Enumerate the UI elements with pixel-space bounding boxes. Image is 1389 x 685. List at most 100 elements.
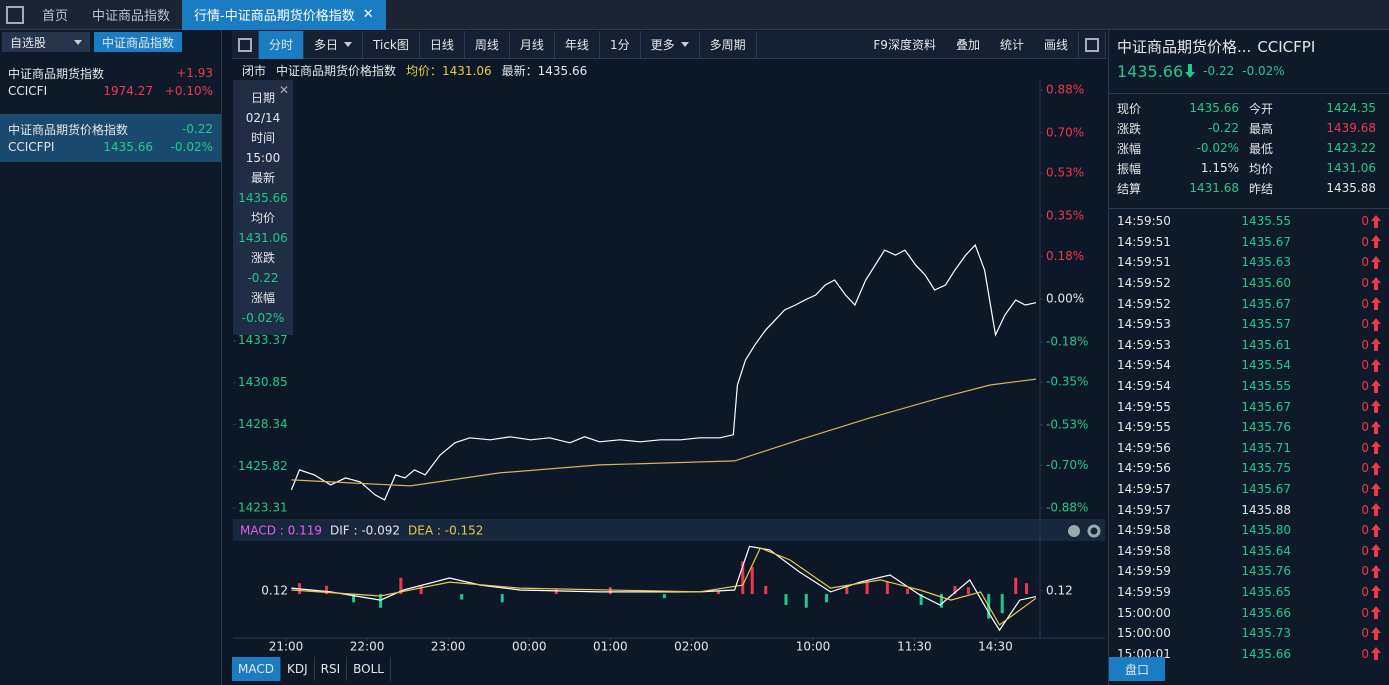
macd-bar <box>1000 594 1004 614</box>
up-arrow <box>1371 606 1381 620</box>
toolbar-button[interactable]: 统计 <box>999 38 1024 52</box>
tick-row: 14:59:59 1435.65 0 <box>1117 582 1381 603</box>
quote-label: 现价 <box>1117 101 1142 116</box>
tick-volume: 0 <box>1361 646 1369 661</box>
indicator-tab[interactable]: MACD <box>232 657 281 681</box>
series-line <box>291 547 1037 626</box>
up-arrow <box>1371 379 1381 393</box>
indicator-tab[interactable]: RSI <box>315 657 348 681</box>
info-item: 中证商品期货价格指数 <box>276 63 397 78</box>
toolbar-button[interactable]: 画线 <box>1043 38 1068 52</box>
close-icon[interactable] <box>1068 525 1080 537</box>
y2-tick-label: 0.00% <box>1046 292 1084 306</box>
quote-label: 均价 <box>1249 161 1274 176</box>
quote-label: 结算 <box>1117 181 1142 196</box>
y-tick-label: 1430.85 <box>238 375 288 389</box>
toggle-icon[interactable] <box>232 30 259 59</box>
toolbar-button[interactable]: 多日 <box>304 30 364 59</box>
quote-value: 1435.88 <box>1326 181 1376 195</box>
tab[interactable]: 中证商品指数 <box>92 9 171 24</box>
indicator-label: DEA : -0.152 <box>408 524 483 538</box>
popup-value: 1435.66 <box>238 191 288 205</box>
tick-price: 1435.76 <box>1241 420 1291 435</box>
quote-row: 结算 1431.68 昨结 1435.88 <box>1117 178 1381 198</box>
watch-item[interactable]: 中证商品期货价格指数 -0.22 CCICFPI 1435.66 -0.02% <box>0 114 221 162</box>
tick-time: 14:59:56 <box>1117 440 1171 455</box>
up-arrow <box>1371 297 1381 311</box>
popup-value: -0.22 <box>247 271 279 285</box>
order-book-button[interactable]: 盘口 <box>1109 657 1165 681</box>
tick-row: 14:59:56 1435.75 0 <box>1117 458 1381 479</box>
series-line <box>291 545 1037 632</box>
toolbar-button[interactable]: 日线 <box>420 30 465 59</box>
y-tick-label: 1428.34 <box>238 417 288 431</box>
tab-label: 行情-中证商品期货价格指数 <box>194 9 355 24</box>
watch-item[interactable]: 中证商品期货指数 +1.93 CCICFI 1974.27 +0.10% <box>0 58 221 106</box>
macd-bar <box>804 594 808 608</box>
toggle-icon[interactable] <box>1078 30 1106 59</box>
sidebar-tab[interactable]: 中证商品指数 <box>94 32 183 52</box>
macd-bar <box>1014 577 1018 595</box>
item-code: CCICFPI <box>8 140 55 154</box>
tick-time: 15:00:00 <box>1117 626 1171 641</box>
toolbar-button[interactable]: 分时 <box>259 30 305 59</box>
quote-value: 1439.68 <box>1326 121 1376 135</box>
toolbar-button[interactable]: F9深度资料 <box>873 38 936 52</box>
tick-price: 1435.88 <box>1241 502 1291 517</box>
toolbar-button[interactable]: 月线 <box>510 30 555 59</box>
macd-bar <box>750 566 754 595</box>
layout-icon[interactable] <box>0 0 30 30</box>
label: 年线 <box>564 38 589 52</box>
tick-price: 1435.67 <box>1241 296 1291 311</box>
tick-time: 14:59:58 <box>1117 523 1171 538</box>
quote-row: 涨跌 -0.22 最高 1439.68 <box>1117 118 1381 138</box>
row: 中证商品期货指数 +1.93 <box>8 64 213 82</box>
popup-value: 1431.06 <box>238 231 288 245</box>
toolbar-button[interactable]: 1分 <box>600 30 641 59</box>
x-tick-label: 00:00 <box>512 640 547 654</box>
y-tick-label: 0.12 <box>261 583 288 597</box>
popup-value: -0.02% <box>241 311 285 325</box>
series-line <box>291 378 1037 487</box>
settings-icon[interactable] <box>1087 524 1101 538</box>
toolbar-button[interactable]: 多周期 <box>700 30 757 59</box>
tick-price: 1435.73 <box>1241 626 1291 641</box>
macd-bar <box>906 588 910 595</box>
label: 周线 <box>474 38 499 52</box>
toolbar-button[interactable]: 叠加 <box>955 38 980 52</box>
tick-price: 1435.61 <box>1241 337 1291 352</box>
tick-row: 14:59:54 1435.54 0 <box>1117 355 1381 376</box>
tab-active[interactable]: 行情-中证商品期货价格指数 ✕ <box>182 0 386 30</box>
tick-price: 1435.67 <box>1241 399 1291 414</box>
indicator-tab[interactable]: KDJ <box>281 657 315 681</box>
toolbar-button[interactable]: 更多 <box>641 30 700 59</box>
quote-pct: -0.02% <box>1242 64 1285 78</box>
x-tick-label: 11:30 <box>897 640 932 654</box>
indicator-tab[interactable]: BOLL <box>347 657 391 681</box>
quote-change: -0.22 <box>1203 64 1235 78</box>
tick-time: 14:59:53 <box>1117 337 1171 352</box>
tick-volume: 0 <box>1361 626 1369 641</box>
tab[interactable]: 首页 <box>42 9 69 24</box>
row: CCICFI 1974.27 +0.10% <box>8 82 213 100</box>
toolbar-button[interactable]: 年线 <box>555 30 600 59</box>
tick-price: 1435.64 <box>1241 543 1291 558</box>
toolbar-button[interactable]: Tick图 <box>363 30 420 59</box>
tick-volume: 0 <box>1361 564 1369 579</box>
tick-price: 1435.67 <box>1241 234 1291 249</box>
tick-volume: 0 <box>1361 482 1369 497</box>
tick-volume: 0 <box>1361 358 1369 373</box>
y2-tick-label: 0.35% <box>1046 208 1084 222</box>
macd-bar <box>1025 583 1029 595</box>
y2-tick-label: 0.53% <box>1046 166 1084 180</box>
item-price: 1435.66 <box>103 140 153 154</box>
tick-price: 1435.67 <box>1241 482 1291 497</box>
toolbar-button[interactable]: 周线 <box>465 30 510 59</box>
label: 1分 <box>609 38 630 52</box>
macd-bar <box>764 585 768 595</box>
macd-bar <box>399 577 403 595</box>
watchlist-button[interactable]: 自选股 <box>2 32 90 52</box>
up-arrow <box>1371 317 1381 331</box>
quote-value: 1.15% <box>1200 161 1239 175</box>
